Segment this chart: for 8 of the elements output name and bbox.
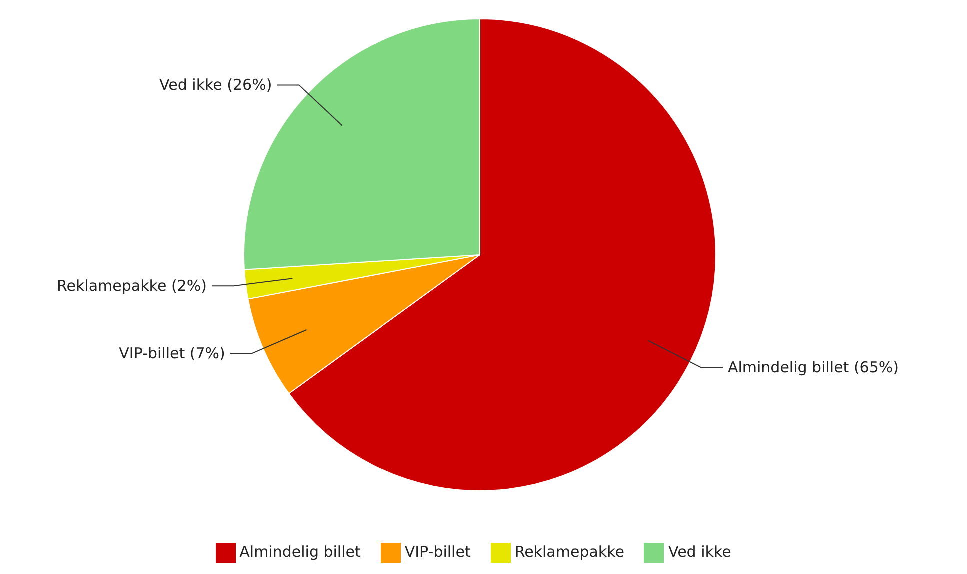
category-label: Ved ikke (26%) (160, 76, 272, 94)
category-label: VIP-billet (7%) (119, 344, 226, 362)
legend-label: VIP-billet (404, 543, 471, 562)
category-label: Reklamepakke (2%) (57, 277, 207, 296)
category-label: Almindelig billet (65%) (728, 358, 900, 377)
legend-label: Almindelig billet (240, 543, 361, 562)
legend-label: Reklamepakke (514, 543, 624, 562)
legend-label: Ved ikke (668, 543, 732, 562)
